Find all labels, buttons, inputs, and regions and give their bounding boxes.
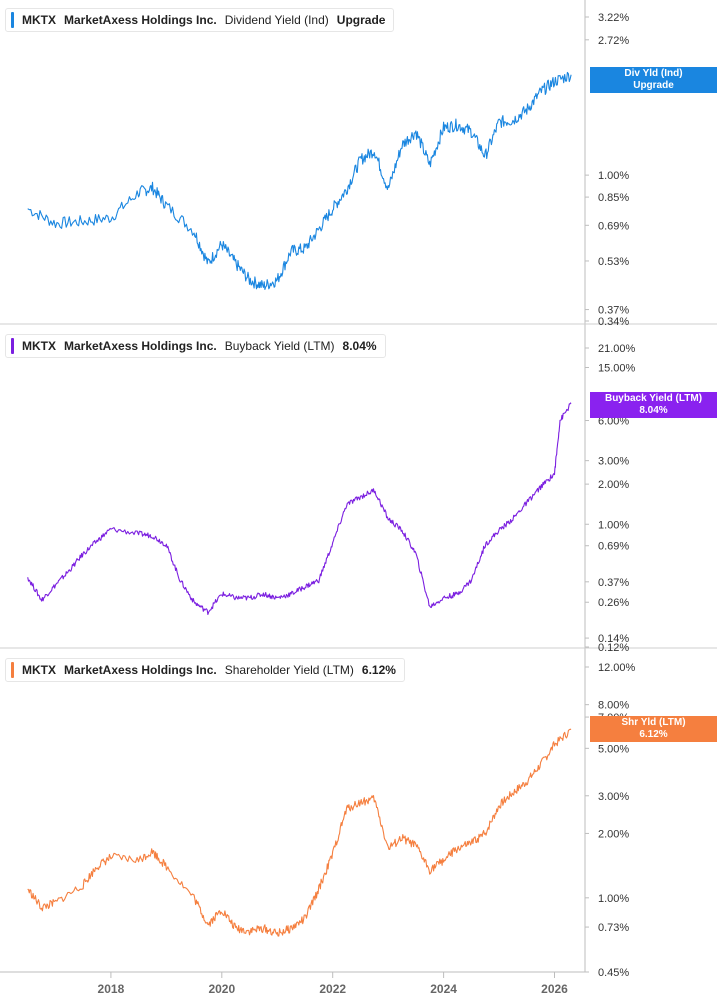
y-tick-label: 0.73% (598, 922, 629, 934)
y-tick-label: 21.00% (598, 343, 636, 355)
y-tick-label: 0.37% (598, 305, 629, 317)
y-tick-label: 0.26% (598, 597, 629, 609)
legend-shareholder-yield: MKTX MarketAxess Holdings Inc. Sharehold… (5, 658, 405, 682)
y-tick-label: 1.00% (598, 893, 629, 905)
y-tick-label: 3.00% (598, 456, 629, 468)
y-tick-label: 1.00% (598, 519, 629, 531)
legend-company: MarketAxess Holdings Inc. (64, 663, 217, 677)
legend-ticker: MKTX (22, 339, 56, 353)
x-tick-label: 2024 (430, 982, 457, 996)
tag-value: 6.12% (639, 729, 668, 740)
series-line-2-0 (27, 728, 572, 937)
legend-value: 6.12% (361, 663, 396, 677)
y-tick-label: 2.72% (598, 35, 629, 47)
series-line-1-0 (27, 402, 572, 616)
last-value-tag-buyback: Buyback Yield (LTM) 8.04% (590, 392, 717, 418)
series-color-swatch (11, 338, 14, 354)
y-tick-label: 0.53% (598, 256, 629, 268)
tag-label: Shr Yld (LTM) (621, 717, 686, 728)
x-tick-label: 2020 (208, 982, 235, 996)
series-line-0-0 (27, 71, 572, 290)
series-color-swatch (11, 12, 14, 28)
x-tick-label: 2018 (98, 982, 125, 996)
tag-value: 8.04% (639, 405, 668, 416)
y-tick-label: 5.00% (598, 743, 629, 755)
legend-metric: Shareholder Yield (LTM) (224, 663, 354, 677)
tag-value: Upgrade (633, 80, 674, 91)
legend-metric: Buyback Yield (LTM) (224, 339, 335, 353)
y-tick-label: 15.00% (598, 362, 636, 374)
legend-ticker: MKTX (22, 13, 56, 27)
series-color-swatch (11, 662, 14, 678)
y-tick-label: 3.22% (598, 12, 629, 24)
y-tick-label: 0.12% (598, 642, 629, 654)
last-value-tag-shareholder: Shr Yld (LTM) 6.12% (590, 716, 717, 742)
tag-label: Div Yld (Ind) (624, 68, 683, 79)
y-tick-label: 1.00% (598, 170, 629, 182)
y-tick-label: 0.45% (598, 967, 629, 979)
legend-buyback-yield: MKTX MarketAxess Holdings Inc. Buyback Y… (5, 334, 386, 358)
y-tick-label: 2.00% (598, 479, 629, 491)
legend-company: MarketAxess Holdings Inc. (64, 13, 217, 27)
y-tick-label: 0.14% (598, 633, 629, 645)
x-tick-label: 2026 (541, 982, 568, 996)
legend-metric: Dividend Yield (Ind) (224, 13, 329, 27)
y-tick-label: 0.69% (598, 220, 629, 232)
y-tick-label: 12.00% (598, 662, 636, 674)
y-tick-label: 0.85% (598, 192, 629, 204)
legend-ticker: MKTX (22, 663, 56, 677)
tag-label: Buyback Yield (LTM) (604, 393, 703, 404)
legend-company: MarketAxess Holdings Inc. (64, 339, 217, 353)
y-tick-label: 6.00% (598, 416, 629, 428)
y-tick-label: 0.69% (598, 541, 629, 553)
y-tick-label: 2.00% (598, 828, 629, 840)
legend-dividend-yield: MKTX MarketAxess Holdings Inc. Dividend … (5, 8, 395, 32)
y-tick-label: 0.34% (598, 316, 629, 328)
y-tick-label: 8.00% (598, 700, 629, 712)
x-tick-label: 2022 (319, 982, 346, 996)
legend-value[interactable]: Upgrade (336, 13, 386, 27)
legend-value: 8.04% (342, 339, 377, 353)
last-value-tag-dividend: Div Yld (Ind) Upgrade (590, 67, 717, 93)
y-tick-label: 3.00% (598, 791, 629, 803)
y-tick-label: 0.37% (598, 577, 629, 589)
